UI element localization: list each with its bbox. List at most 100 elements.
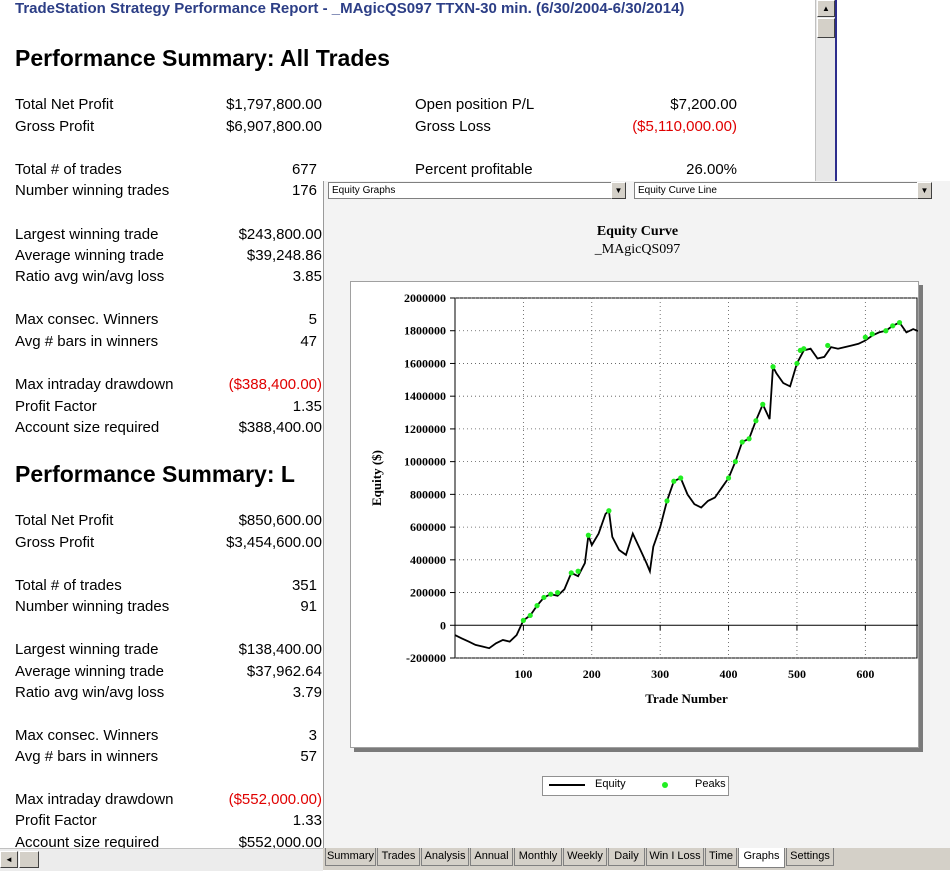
divider [835, 0, 837, 185]
stat-label: Total # of trades [15, 577, 122, 594]
stat-value: $243,800.00 [238, 226, 322, 243]
y-tick-label: 1600000 [404, 356, 446, 370]
stat-value-negative: ($388,400.00) [228, 376, 322, 393]
stat-label: Max consec. Winners [15, 311, 159, 328]
peak-point [739, 439, 745, 445]
y-tick-label: 600000 [410, 520, 446, 534]
stat-label: Number winning trades [15, 182, 170, 199]
tab-annual[interactable]: Annual [470, 848, 513, 866]
stat-value: $39,248.86 [246, 247, 322, 264]
peak-point [794, 360, 800, 367]
tab-daily[interactable]: Daily [608, 848, 645, 866]
peak-point [520, 617, 526, 623]
stat-label: Largest winning trade [15, 226, 159, 243]
chart-title: Equity Curve [596, 224, 679, 239]
scrollbar-thumb[interactable] [19, 851, 39, 868]
tab-summary[interactable]: Summary [325, 848, 376, 866]
peak-point [534, 603, 540, 609]
y-tick-label: 200000 [410, 586, 446, 600]
peak-point [760, 401, 766, 407]
peak-point [606, 508, 612, 514]
stat-value: 91 [300, 598, 317, 615]
stat-label: Average winning trade [15, 663, 164, 680]
graph-style-select[interactable]: Equity Curve Line [634, 182, 920, 199]
stat-value: 176 [291, 182, 317, 199]
report-horizontal-scrollbar[interactable]: ◄ [0, 848, 323, 871]
y-tick-label: 1400000 [404, 389, 446, 403]
graph-type-select[interactable]: Equity Graphs [328, 182, 612, 199]
stat-value: 57 [300, 748, 317, 765]
stat-label: Open position P/L [415, 96, 535, 113]
peak-point [890, 323, 896, 329]
stat-value: 5 [308, 311, 317, 328]
chart-legend: Equity Peaks [542, 776, 729, 796]
peak-point [568, 570, 574, 576]
legend-equity-label: Equity [595, 778, 626, 790]
peak-point [732, 459, 738, 465]
stat-label: Largest winning trade [15, 641, 159, 658]
stat-label: Max consec. Winners [15, 727, 159, 744]
peak-point [746, 436, 752, 442]
stat-label: Ratio avg win/avg loss [15, 268, 165, 285]
stat-value: $388,400.00 [238, 419, 322, 436]
stat-value: 677 [291, 161, 317, 178]
scrollbar-thumb[interactable] [817, 18, 835, 38]
x-tick-label: 200 [583, 667, 601, 681]
stat-value: $37,962.64 [246, 663, 322, 680]
tab-monthly[interactable]: Monthly [514, 848, 562, 866]
stat-label: Max intraday drawdown [15, 376, 174, 393]
legend-peaks-label: Peaks [695, 778, 726, 790]
legend-swatches [549, 782, 668, 788]
equity-chart-svg: -200000 0 200000 400000 600000 800000 1000000 1… [369, 291, 919, 706]
y-tick-label: -200000 [406, 651, 446, 665]
stat-label: Average winning trade [15, 247, 164, 264]
tab-weekly[interactable]: Weekly [563, 848, 607, 866]
peak-point [869, 331, 875, 337]
stat-label: Profit Factor [15, 398, 97, 415]
stat-label: Profit Factor [15, 812, 97, 829]
tab-graphs[interactable]: Graphs [738, 848, 785, 868]
stat-value: 351 [291, 577, 317, 594]
dropdown-arrow-icon[interactable]: ▼ [611, 182, 626, 199]
tab-win-loss[interactable]: Win I Loss [646, 848, 704, 866]
equity-chart: -200000 0 200000 400000 600000 800000 1000000 1… [350, 281, 919, 748]
peak-point [862, 334, 868, 340]
stat-value: $138,400.00 [238, 641, 322, 658]
peak-point [883, 328, 889, 334]
stat-label: Gross Loss [415, 118, 491, 135]
tab-analysis[interactable]: Analysis [421, 848, 469, 866]
stat-label: Account size required [15, 834, 160, 848]
tab-trades[interactable]: Trades [377, 848, 420, 866]
stat-value: $552,000.00 [238, 834, 322, 848]
peak-point [548, 591, 554, 597]
y-tick-label: 2000000 [404, 291, 446, 305]
plot-area [454, 297, 918, 659]
stat-value: $1,797,800.00 [226, 96, 322, 113]
scroll-left-arrow-icon[interactable]: ◄ [0, 851, 18, 868]
x-tick-label: 100 [514, 667, 532, 681]
tab-settings[interactable]: Settings [786, 848, 834, 866]
section-title-all-trades: Performance Summary: All Trades [15, 45, 390, 71]
x-tick-label: 300 [651, 667, 669, 681]
peak-point [664, 498, 670, 504]
stat-value: 3.85 [292, 268, 322, 285]
scroll-up-arrow-icon[interactable]: ▲ [817, 0, 835, 17]
peak-point [575, 568, 581, 574]
peak-point [541, 594, 547, 601]
x-tick-label: 600 [856, 667, 874, 681]
stat-label: Percent profitable [415, 161, 533, 178]
y-tick-label: 800000 [410, 487, 446, 501]
stat-value: $3,454,600.00 [226, 534, 322, 551]
report-vertical-scrollbar[interactable]: ▲ [815, 0, 836, 185]
dropdown-arrow-icon[interactable]: ▼ [917, 182, 932, 199]
peak-point [753, 418, 759, 424]
tab-time[interactable]: Time [705, 848, 737, 866]
stat-label: Gross Profit [15, 118, 95, 135]
report-title: TradeStation Strategy Performance Report… [15, 0, 685, 17]
stat-label: Total Net Profit [15, 96, 114, 113]
peak-point [801, 346, 807, 352]
stat-value: 47 [300, 333, 317, 350]
stat-value-negative: ($5,110,000.00) [632, 118, 737, 135]
legend-peaks-dot [662, 782, 668, 788]
stat-value: $6,907,800.00 [226, 118, 322, 135]
